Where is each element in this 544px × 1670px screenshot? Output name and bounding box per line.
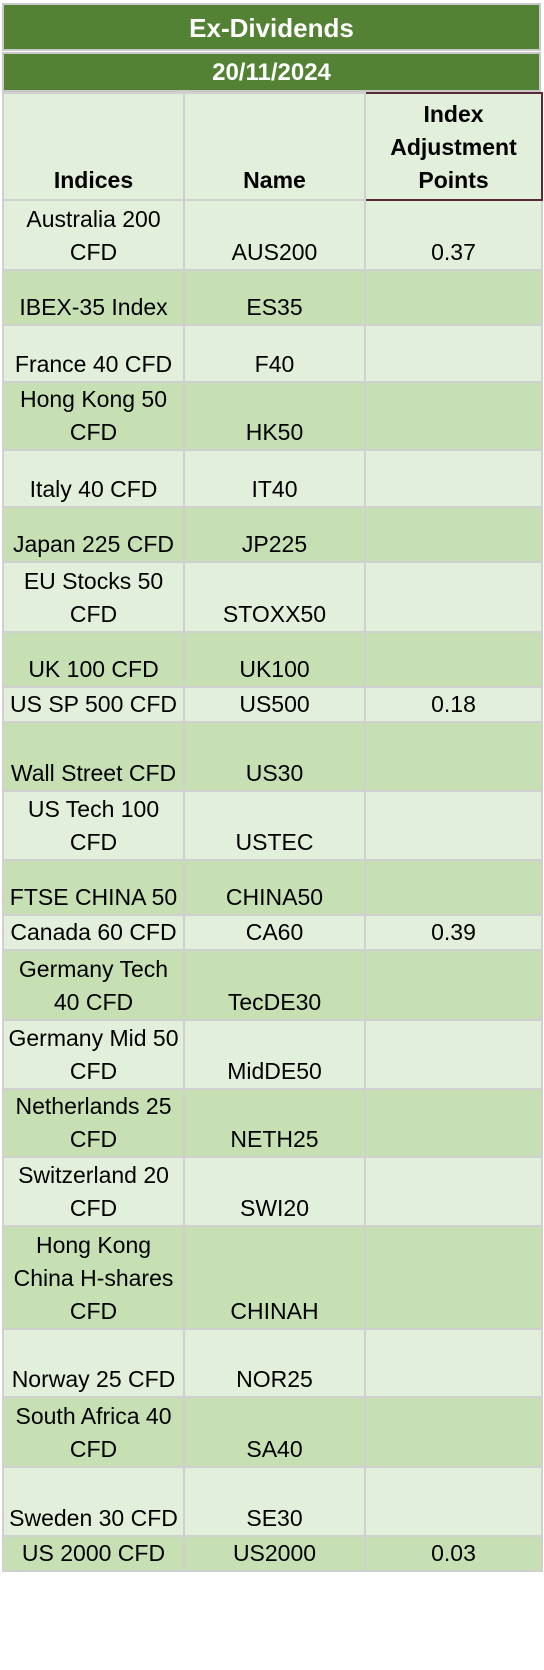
cell-name: SA40	[183, 1396, 366, 1468]
cell-index: US Tech 100 CFD	[2, 790, 185, 861]
table-row: Hong Kong 50 CFD HK50	[2, 381, 543, 451]
cell-name: HK50	[183, 381, 366, 451]
cell-index: Japan 225 CFD	[2, 506, 185, 563]
cell-index: Canada 60 CFD	[2, 914, 185, 951]
ex-dividends-table: Indices Name Index Adjustment Points Aus…	[2, 92, 543, 1572]
cell-points	[364, 1328, 543, 1398]
cell-points: 0.39	[364, 914, 543, 951]
cell-points	[364, 859, 543, 916]
sheet-date: 20/11/2024	[2, 52, 541, 92]
table-row: UK 100 CFD UK100	[2, 631, 543, 688]
cell-points	[364, 1466, 543, 1537]
cell-index: South Africa 40 CFD	[2, 1396, 185, 1468]
cell-points	[364, 269, 543, 326]
table-row: EU Stocks 50 CFD STOXX50	[2, 561, 543, 633]
table-row: Hong Kong China H-shares CFD CHINAH	[2, 1225, 543, 1330]
table-row: US 2000 CFD US2000 0.03	[2, 1535, 543, 1572]
cell-name: US2000	[183, 1535, 366, 1572]
cell-name: NOR25	[183, 1328, 366, 1398]
cell-index: US 2000 CFD	[2, 1535, 185, 1572]
cell-name: US500	[183, 686, 366, 723]
cell-index: US SP 500 CFD	[2, 686, 185, 723]
table-row: Switzerland 20 CFD SWI20	[2, 1156, 543, 1227]
cell-name: STOXX50	[183, 561, 366, 633]
cell-name: IT40	[183, 449, 366, 508]
header-indices: Indices	[2, 92, 185, 201]
cell-index: EU Stocks 50 CFD	[2, 561, 185, 633]
cell-points	[364, 1396, 543, 1468]
cell-index: Wall Street CFD	[2, 721, 185, 792]
cell-points	[364, 324, 543, 383]
cell-name: NETH25	[183, 1088, 366, 1158]
cell-index: Italy 40 CFD	[2, 449, 185, 508]
sheet-title: Ex-Dividends	[2, 3, 541, 51]
cell-points	[364, 1156, 543, 1227]
table-row: IBEX-35 Index ES35	[2, 269, 543, 326]
cell-index: Norway 25 CFD	[2, 1328, 185, 1398]
cell-name: CA60	[183, 914, 366, 951]
table-row: FTSE CHINA 50 CHINA50	[2, 859, 543, 916]
cell-name: SE30	[183, 1466, 366, 1537]
table-row: US Tech 100 CFD USTEC	[2, 790, 543, 861]
table-row: Italy 40 CFD IT40	[2, 449, 543, 508]
table-body: Australia 200 CFD AUS200 0.37 IBEX-35 Index…	[2, 199, 543, 1572]
cell-points	[364, 1088, 543, 1158]
cell-name: JP225	[183, 506, 366, 563]
cell-name: US30	[183, 721, 366, 792]
cell-index: Hong Kong China H-shares CFD	[2, 1225, 185, 1330]
cell-index: Switzerland 20 CFD	[2, 1156, 185, 1227]
cell-name: UK100	[183, 631, 366, 688]
cell-points	[364, 1019, 543, 1090]
cell-index: Hong Kong 50 CFD	[2, 381, 185, 451]
cell-points	[364, 561, 543, 633]
cell-name: CHINAH	[183, 1225, 366, 1330]
header-row: Indices Name Index Adjustment Points	[2, 92, 543, 201]
cell-points	[364, 721, 543, 792]
cell-points	[364, 506, 543, 563]
cell-points	[364, 449, 543, 508]
table-row: Germany Mid 50 CFD MidDE50	[2, 1019, 543, 1090]
cell-index: UK 100 CFD	[2, 631, 185, 688]
table-row: Norway 25 CFD NOR25	[2, 1328, 543, 1398]
table-row: Sweden 30 CFD SE30	[2, 1466, 543, 1537]
cell-name: CHINA50	[183, 859, 366, 916]
table-row: Netherlands 25 CFD NETH25	[2, 1088, 543, 1158]
header-name: Name	[183, 92, 366, 201]
cell-name: ES35	[183, 269, 366, 326]
table-row: France 40 CFD F40	[2, 324, 543, 383]
cell-points	[364, 1225, 543, 1330]
cell-name: SWI20	[183, 1156, 366, 1227]
cell-index: Australia 200 CFD	[2, 199, 185, 271]
cell-name: MidDE50	[183, 1019, 366, 1090]
cell-points	[364, 949, 543, 1021]
cell-index: Netherlands 25 CFD	[2, 1088, 185, 1158]
cell-index: Sweden 30 CFD	[2, 1466, 185, 1537]
table-row: Wall Street CFD US30	[2, 721, 543, 792]
header-index-adjustment-points: Index Adjustment Points	[364, 92, 543, 201]
cell-points	[364, 631, 543, 688]
cell-index: FTSE CHINA 50	[2, 859, 185, 916]
table-row: US SP 500 CFD US500 0.18	[2, 686, 543, 723]
table-row: South Africa 40 CFD SA40	[2, 1396, 543, 1468]
cell-name: AUS200	[183, 199, 366, 271]
table-row: Japan 225 CFD JP225	[2, 506, 543, 563]
cell-points: 0.03	[364, 1535, 543, 1572]
cell-name: F40	[183, 324, 366, 383]
cell-points	[364, 381, 543, 451]
cell-points: 0.18	[364, 686, 543, 723]
cell-index: Germany Tech 40 CFD	[2, 949, 185, 1021]
table-row: Germany Tech 40 CFD TecDE30	[2, 949, 543, 1021]
cell-name: TecDE30	[183, 949, 366, 1021]
cell-index: IBEX-35 Index	[2, 269, 185, 326]
table-row: Canada 60 CFD CA60 0.39	[2, 914, 543, 951]
cell-index: Germany Mid 50 CFD	[2, 1019, 185, 1090]
cell-index: France 40 CFD	[2, 324, 185, 383]
cell-name: USTEC	[183, 790, 366, 861]
cell-points: 0.37	[364, 199, 543, 271]
cell-points	[364, 790, 543, 861]
table-row: Australia 200 CFD AUS200 0.37	[2, 199, 543, 271]
